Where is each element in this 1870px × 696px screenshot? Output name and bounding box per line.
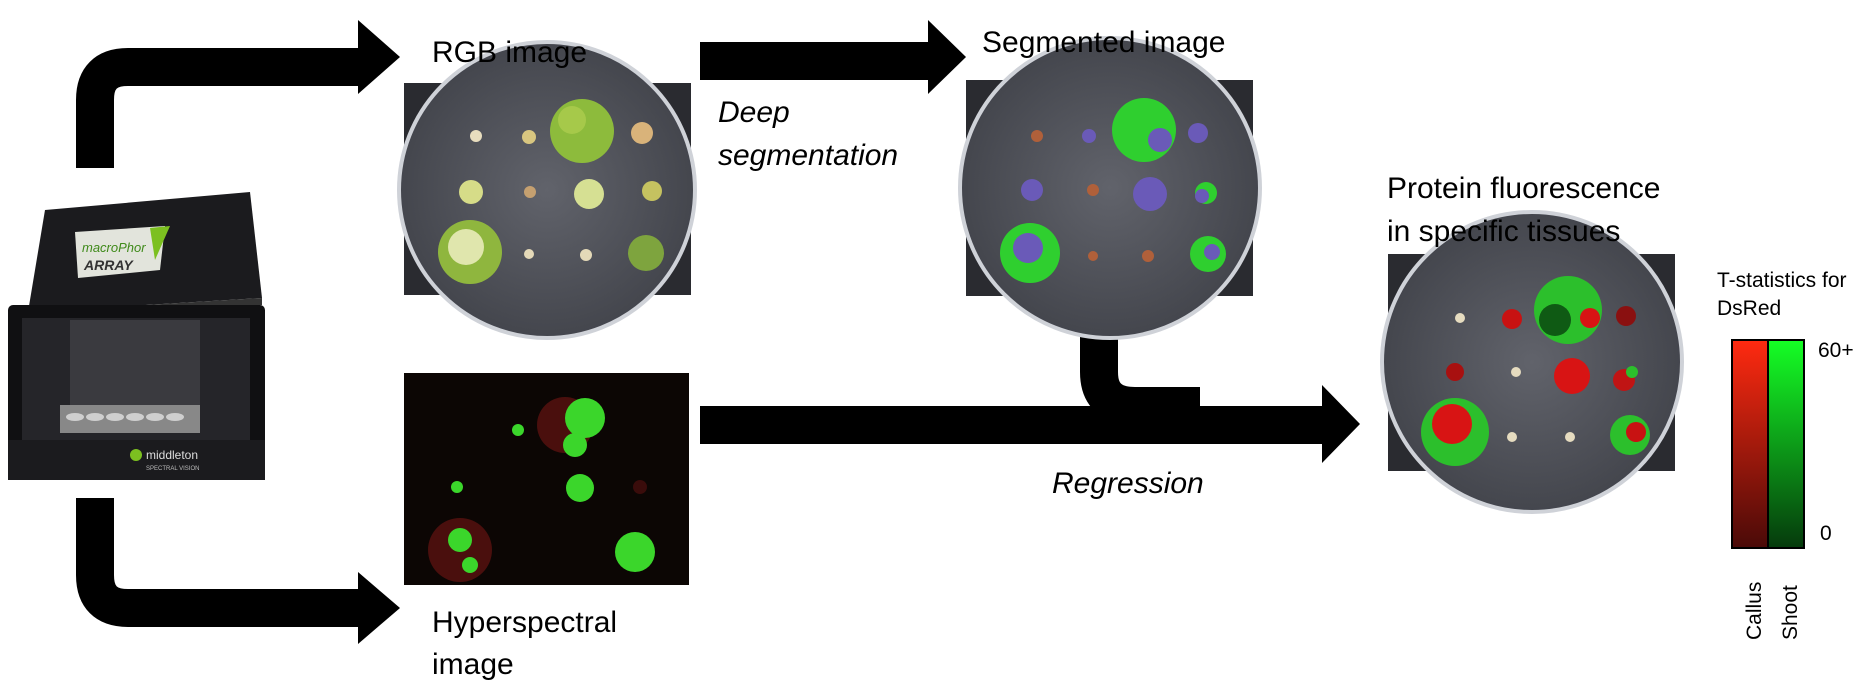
arrow-rgb-to-segmented bbox=[700, 20, 966, 94]
deep-segmentation-label-line2: segmentation bbox=[718, 139, 899, 172]
legend-bar-callus bbox=[1731, 339, 1769, 549]
segmented-regions bbox=[1000, 98, 1226, 283]
legend-column-callus: Callus bbox=[1743, 581, 1766, 640]
rgb-image-label: RGB image bbox=[432, 36, 588, 69]
legend-title-line1: T-statistics for bbox=[1717, 269, 1847, 292]
legend-max-label: 60+ bbox=[1818, 339, 1854, 362]
device-array-text: ARRAY bbox=[83, 257, 134, 273]
device-brand: middleton bbox=[146, 448, 198, 462]
segmented-image-label: Segmented image bbox=[982, 26, 1226, 59]
fluorescence-regions bbox=[1421, 276, 1650, 466]
legend-min-label: 0 bbox=[1820, 522, 1832, 545]
legend-column-shoot: Shoot bbox=[1779, 585, 1802, 640]
hyperspectral-label-line1: Hyperspectral bbox=[432, 606, 618, 639]
hyperspectral-signal bbox=[428, 397, 655, 582]
hyperspectral-label-line2: image bbox=[432, 648, 514, 681]
segmented-image bbox=[958, 36, 1262, 340]
legend-title-line2: DsRed bbox=[1717, 297, 1782, 320]
protein-fluorescence-label-line1: Protein fluorescence bbox=[1387, 172, 1661, 205]
fluorescence-image bbox=[1380, 210, 1684, 514]
rgb-plant-samples bbox=[438, 99, 664, 284]
imaging-device: macroPhor ARRAY middleton SPECTRAL VISIO… bbox=[8, 192, 265, 480]
hyperspectral-image bbox=[404, 373, 689, 585]
t-statistics-legend bbox=[1731, 339, 1805, 549]
arrow-to-hyperspectral bbox=[76, 498, 400, 644]
rgb-image bbox=[397, 40, 697, 340]
device-logo-text: macroPhor bbox=[82, 240, 146, 255]
device-brand-sub: SPECTRAL VISION bbox=[146, 466, 199, 472]
protein-fluorescence-label-line2: in specific tissues bbox=[1387, 215, 1621, 248]
regression-label: Regression bbox=[1052, 467, 1204, 500]
legend-bar-shoot bbox=[1767, 339, 1805, 549]
arrow-regression bbox=[700, 316, 1360, 463]
deep-segmentation-label-line1: Deep bbox=[718, 96, 790, 129]
arrow-to-rgb bbox=[76, 20, 400, 168]
